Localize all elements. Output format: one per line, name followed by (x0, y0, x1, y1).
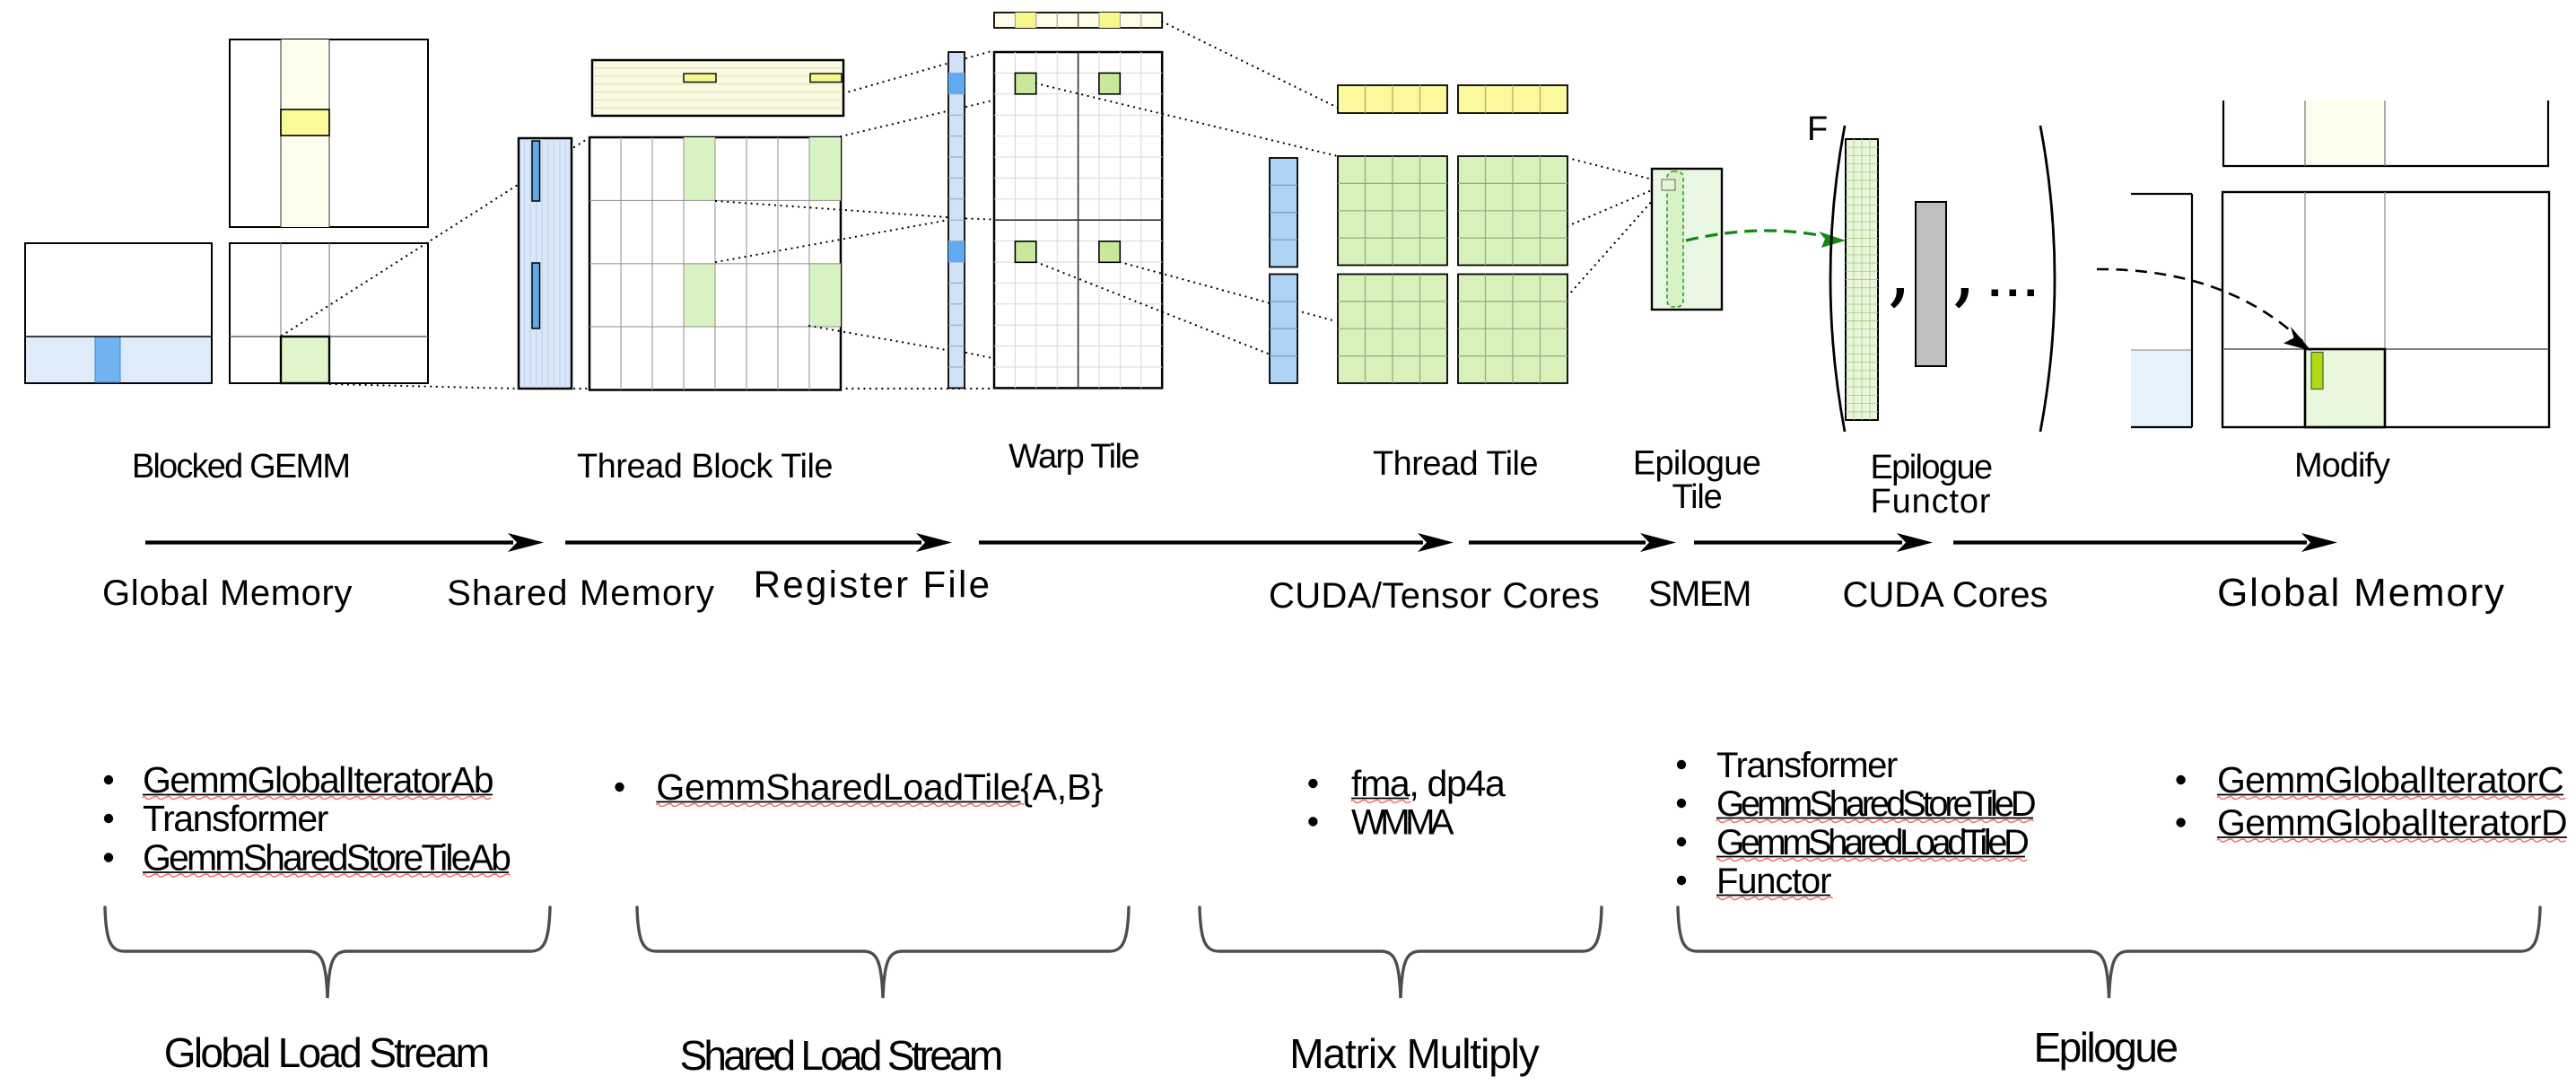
svg-text:GemmSharedStoreTileAb: GemmSharedStoreTileAb (143, 837, 511, 879)
svg-text:Global Memory: Global Memory (102, 573, 353, 613)
svg-text:Modify: Modify (2294, 447, 2390, 485)
svg-text:GemmGlobalIteratorD: GemmGlobalIteratorD (2217, 802, 2567, 844)
svg-text:Epilogue: Epilogue (1633, 445, 1760, 483)
svg-text:CUDA Cores: CUDA Cores (1843, 575, 2048, 615)
svg-text:Shared Memory: Shared Memory (447, 573, 715, 613)
svg-text:fma, dp4a: fma, dp4a (1351, 763, 1506, 804)
svg-text:SMEM: SMEM (1648, 574, 1751, 614)
svg-text:Register File: Register File (754, 564, 992, 606)
svg-text:Epilogue: Epilogue (1870, 449, 1992, 486)
svg-text:GemmSharedLoadTile{A,B}: GemmSharedLoadTile{A,B} (656, 766, 1103, 808)
svg-text:Transformer: Transformer (1716, 746, 1898, 785)
svg-text:F: F (1807, 110, 1828, 148)
svg-text:Blocked GEMM: Blocked GEMM (132, 448, 349, 486)
svg-text:Warp Tile: Warp Tile (1009, 438, 1139, 476)
svg-text:Global Memory: Global Memory (2217, 571, 2506, 615)
svg-text:Tile: Tile (1672, 478, 1721, 516)
svg-text:Global Load Stream: Global Load Stream (164, 1029, 488, 1076)
svg-text:Thread Tile: Thread Tile (1373, 445, 1538, 483)
svg-text:Transformer: Transformer (143, 798, 328, 839)
svg-text:Shared Load Stream: Shared Load Stream (680, 1032, 1001, 1079)
svg-text:Matrix Multiply: Matrix Multiply (1289, 1030, 1540, 1077)
svg-text:Epilogue: Epilogue (2033, 1024, 2177, 1071)
svg-text:Thread Block Tile: Thread Block Tile (577, 448, 833, 486)
svg-text:CUDA/Tensor Cores: CUDA/Tensor Cores (1269, 576, 1600, 616)
svg-text:GemmGlobalIteratorAb: GemmGlobalIteratorAb (143, 759, 493, 801)
svg-text:Functor: Functor (1871, 483, 1992, 521)
svg-text:WMMA: WMMA (1351, 803, 1454, 843)
svg-text:GemmGlobalIteratorC: GemmGlobalIteratorC (2217, 759, 2563, 801)
